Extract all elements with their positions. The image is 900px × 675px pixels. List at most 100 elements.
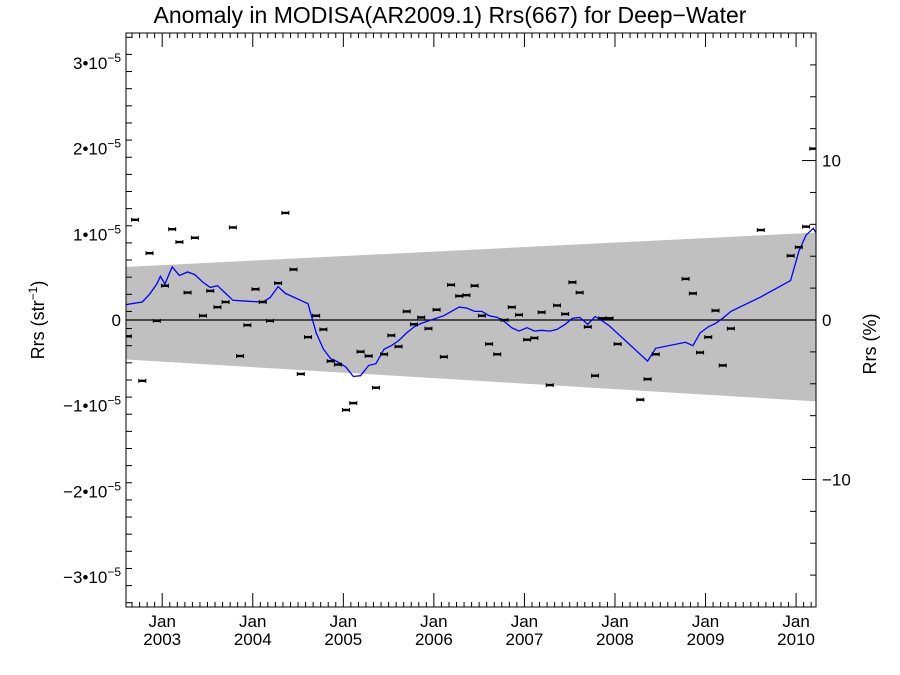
x-tick-label-month: Jan <box>149 612 176 631</box>
y-left-tick-label: −1•10−5 <box>63 394 121 416</box>
data-point <box>394 344 403 349</box>
data-point <box>213 305 222 310</box>
chart-title: Anomaly in MODISA(AR2009.1) Rrs(667) for… <box>154 2 747 28</box>
data-point <box>342 407 351 412</box>
data-point <box>326 359 335 364</box>
data-point <box>138 378 147 383</box>
data-point <box>228 225 237 230</box>
y-left-tick-exponent: −5 <box>107 394 121 408</box>
data-point <box>183 290 192 295</box>
data-point <box>477 313 486 318</box>
data-point <box>696 350 705 355</box>
y-left-tick-label: 2•10−5 <box>73 137 121 159</box>
data-point <box>190 235 199 240</box>
x-tick-label-month: Jan <box>420 612 447 631</box>
y-right-tick-label: −10 <box>822 470 851 489</box>
y-axis-label-left-sup: −1 <box>26 286 40 300</box>
data-point <box>319 327 328 332</box>
data-point <box>356 349 365 354</box>
data-point <box>462 293 471 298</box>
data-point <box>371 385 380 390</box>
data-point <box>417 315 426 320</box>
data-point <box>289 267 298 272</box>
x-tick-label-year: 2003 <box>143 630 181 649</box>
data-point <box>688 291 697 296</box>
data-point <box>387 333 396 338</box>
data-point <box>312 313 321 318</box>
data-point <box>274 281 283 286</box>
data-point <box>380 352 389 357</box>
data-point <box>568 280 577 285</box>
data-point <box>493 352 502 357</box>
data-point <box>651 352 660 357</box>
data-point <box>265 318 274 323</box>
data-point <box>258 300 267 305</box>
data-point <box>206 288 215 293</box>
x-tick-label-year: 2009 <box>687 630 725 649</box>
y-left-tick-label: 0 <box>112 311 121 330</box>
data-point <box>561 312 570 317</box>
text-layer: Jan2003Jan2004Jan2005Jan2006Jan2007Jan20… <box>26 2 880 649</box>
x-tick-label-month: Jan <box>330 612 357 631</box>
x-tick-label-month: Jan <box>601 612 628 631</box>
data-point <box>145 251 154 256</box>
data-point <box>424 326 433 331</box>
data-point <box>402 309 411 314</box>
data-point <box>704 335 713 340</box>
data-point <box>756 228 765 233</box>
smoothed-line-layer <box>126 227 816 378</box>
data-point <box>243 323 252 328</box>
y-left-tick-base: −2•10 <box>63 482 107 501</box>
data-point <box>711 308 720 313</box>
data-point <box>333 362 342 367</box>
data-point <box>591 373 600 378</box>
data-point <box>126 334 132 339</box>
data-point <box>636 397 645 402</box>
data-point <box>304 335 313 340</box>
y-left-tick-exponent: −5 <box>107 51 121 65</box>
data-point <box>545 383 554 388</box>
data-point <box>514 312 523 317</box>
data-point <box>168 227 177 232</box>
y-left-tick-exponent: −5 <box>107 479 121 493</box>
x-tick-label-year: 2006 <box>415 630 453 649</box>
data-point <box>236 353 245 358</box>
data-point <box>281 210 290 215</box>
smoothed-anomaly-line <box>126 227 816 378</box>
x-tick-label-month: Jan <box>239 612 266 631</box>
y-axis-label-left: Rrs (str−1) <box>26 281 48 360</box>
x-tick-label-year: 2004 <box>234 630 272 649</box>
data-point <box>160 283 169 288</box>
y-axis-label-right: Rrs (%) <box>860 314 880 375</box>
axes-layer <box>126 32 816 608</box>
y-left-tick-base: 2•10 <box>73 140 107 159</box>
data-point <box>613 341 622 346</box>
data-point <box>726 326 735 331</box>
data-point <box>296 371 305 376</box>
y-left-tick-base: −3•10 <box>63 568 107 587</box>
y-left-tick-exponent: −5 <box>107 222 121 236</box>
y-left-tick-label: −3•10−5 <box>63 565 121 587</box>
data-point <box>131 217 140 222</box>
data-point <box>198 313 207 318</box>
data-point <box>583 324 592 329</box>
y-left-tick-base: −1•10 <box>63 397 107 416</box>
data-point <box>364 353 373 358</box>
data-point <box>537 310 546 315</box>
y-left-tick-base: 1•10 <box>73 225 107 244</box>
x-tick-label-year: 2008 <box>596 630 634 649</box>
data-point <box>447 282 456 287</box>
data-point <box>605 316 614 321</box>
data-point <box>718 363 727 368</box>
y-left-tick-exponent: −5 <box>107 137 121 151</box>
y-right-tick-label: 10 <box>822 152 841 171</box>
data-point <box>553 303 562 308</box>
x-tick-label-year: 2005 <box>324 630 362 649</box>
uncertainty-band-layer <box>126 232 816 402</box>
data-point <box>470 283 479 288</box>
x-tick-label-year: 2010 <box>777 630 815 649</box>
data-point <box>251 287 260 292</box>
data-point <box>575 290 584 295</box>
